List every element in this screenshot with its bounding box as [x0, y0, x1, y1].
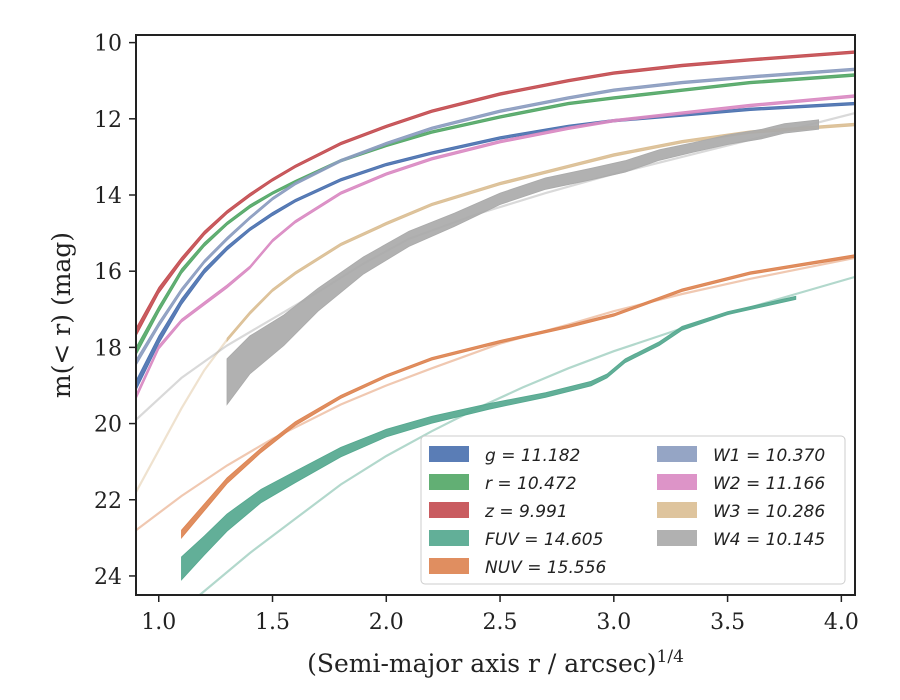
series-r-band	[136, 73, 855, 356]
series-g-band	[136, 101, 855, 391]
legend-item-g: g = 11.182	[429, 446, 580, 466]
legend-swatch	[429, 558, 469, 574]
series-w3-model-line	[136, 339, 228, 493]
legend-label: W4 = 10.145	[713, 530, 825, 550]
legend-swatch	[429, 446, 469, 462]
legend-box	[420, 435, 846, 585]
legend-label: FUV = 14.605	[485, 530, 603, 550]
y-tick-label: 20	[94, 413, 122, 438]
x-tick-label: 4.0	[824, 610, 859, 635]
legend-item-w2: W2 = 11.166	[657, 474, 825, 494]
y-tick-label: 14	[94, 184, 122, 209]
x-tick-label: 3.0	[596, 610, 631, 635]
x-tick-label: 1.0	[141, 610, 176, 635]
legend-label: z = 9.991	[484, 502, 568, 522]
legend-item-z: z = 9.991	[429, 502, 568, 522]
legend-label: W1 = 10.370	[713, 446, 825, 466]
series-w2-band	[136, 94, 855, 400]
y-tick-label: 24	[94, 565, 122, 590]
x-axis: 1.0 1.5 2.0 2.5 3.0 3.5 4.0	[141, 595, 859, 635]
legend-label: NUV = 15.556	[485, 558, 607, 578]
plot-area	[136, 50, 855, 595]
x-tick-label: 1.5	[255, 610, 290, 635]
legend-swatch	[657, 530, 697, 546]
legend-label: W3 = 10.286	[713, 502, 825, 522]
x-axis-label-superscript: 1/4	[657, 647, 684, 667]
series-w3-band	[226, 122, 855, 343]
series-w1-band	[136, 67, 855, 367]
y-tick-label: 22	[94, 489, 122, 514]
legend-item-fuv: FUV = 14.605	[429, 530, 603, 550]
legend-item-w3: W3 = 10.286	[657, 502, 825, 522]
legend-swatch	[429, 530, 469, 546]
x-tick-label: 2.5	[483, 610, 518, 635]
x-tick-label: 2.0	[369, 610, 404, 635]
legend-swatch	[657, 446, 697, 462]
legend-item-r: r = 10.472	[429, 474, 577, 494]
y-tick-label: 16	[94, 260, 122, 285]
series-nuv-model-line	[136, 256, 855, 532]
legend-swatch	[429, 474, 469, 490]
legend-swatch	[657, 474, 697, 490]
legend-item-w1: W1 = 10.370	[657, 446, 825, 466]
y-tick-label: 12	[94, 108, 122, 133]
series-w4-band	[226, 119, 819, 406]
series-z-band	[136, 50, 855, 337]
series-nuv-band	[181, 254, 855, 539]
y-tick-label: 18	[94, 336, 122, 361]
plot-frame	[135, 34, 856, 596]
x-axis-label: (Semi-major axis r / arcsec)1/4	[307, 647, 684, 678]
legend: g = 11.182 r = 10.472 z = 9.991 FUV = 14.60…	[420, 435, 846, 585]
y-axis-label: m(< r) (mag)	[47, 232, 76, 398]
legend-item-w4: W4 = 10.145	[657, 530, 825, 550]
y-tick-label: 10	[94, 32, 122, 57]
legend-swatch	[657, 502, 697, 518]
y-axis: 10 12 14 16 18 20 22 24	[94, 32, 136, 590]
legend-item-nuv: NUV = 15.556	[429, 558, 607, 578]
legend-label: r = 10.472	[485, 474, 577, 494]
legend-label: g = 11.182	[485, 446, 580, 466]
legend-label: W2 = 11.166	[713, 474, 825, 494]
series-fuv-band	[181, 295, 797, 581]
x-tick-label: 3.5	[710, 610, 745, 635]
legend-swatch	[429, 502, 469, 518]
